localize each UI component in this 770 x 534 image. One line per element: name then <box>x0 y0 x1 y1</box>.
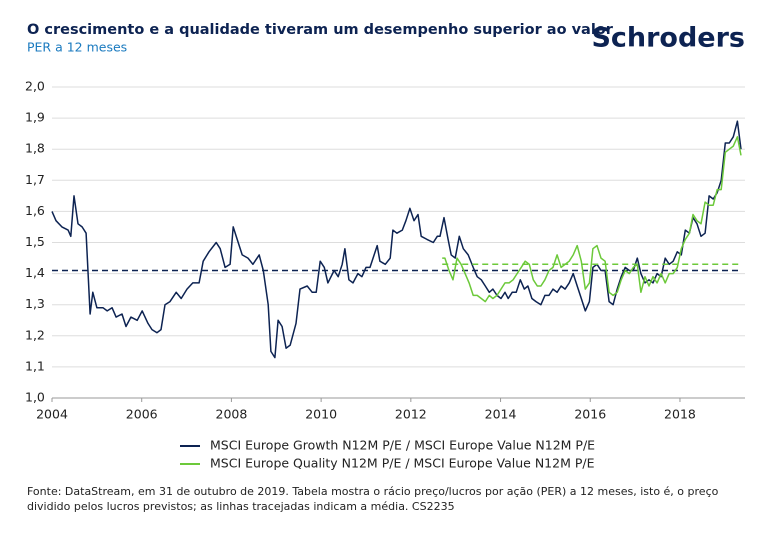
y-tick-label: 1,4 <box>25 265 45 280</box>
y-tick-label: 1,6 <box>25 203 45 218</box>
y-tick-label: 1,3 <box>25 296 45 311</box>
x-tick-label: 2008 <box>216 407 248 422</box>
series-line <box>442 136 742 303</box>
y-tick-label: 1,5 <box>25 234 45 249</box>
x-tick-label: 2016 <box>574 407 606 422</box>
legend-label: MSCI Europe Quality N12M P/E / MSCI Euro… <box>210 456 595 471</box>
y-tick-label: 2,0 <box>25 79 45 94</box>
y-tick-label: 1,0 <box>25 390 45 405</box>
y-tick-label: 1,1 <box>25 358 45 373</box>
x-tick-label: 2014 <box>485 407 517 422</box>
legend-label: MSCI Europe Growth N12M P/E / MSCI Europ… <box>210 438 595 453</box>
x-tick-label: 2010 <box>305 407 337 422</box>
chart-title: O crescimento e a qualidade tiveram um d… <box>27 22 614 38</box>
y-tick-label: 1,9 <box>25 110 45 125</box>
logo: Schroders <box>591 23 745 54</box>
chart-subtitle: PER a 12 meses <box>27 40 127 55</box>
x-tick-label: 2004 <box>36 407 68 422</box>
source-note: Fonte: DataStream, em 31 de outubro de 2… <box>27 485 719 513</box>
series-line <box>51 120 742 359</box>
x-tick-label: 2012 <box>395 407 427 422</box>
x-tick-label: 2006 <box>126 407 158 422</box>
y-tick-label: 1,8 <box>25 141 45 156</box>
y-tick-label: 1,7 <box>25 172 45 187</box>
x-tick-label: 2018 <box>664 407 696 422</box>
y-tick-label: 1,2 <box>25 327 45 342</box>
